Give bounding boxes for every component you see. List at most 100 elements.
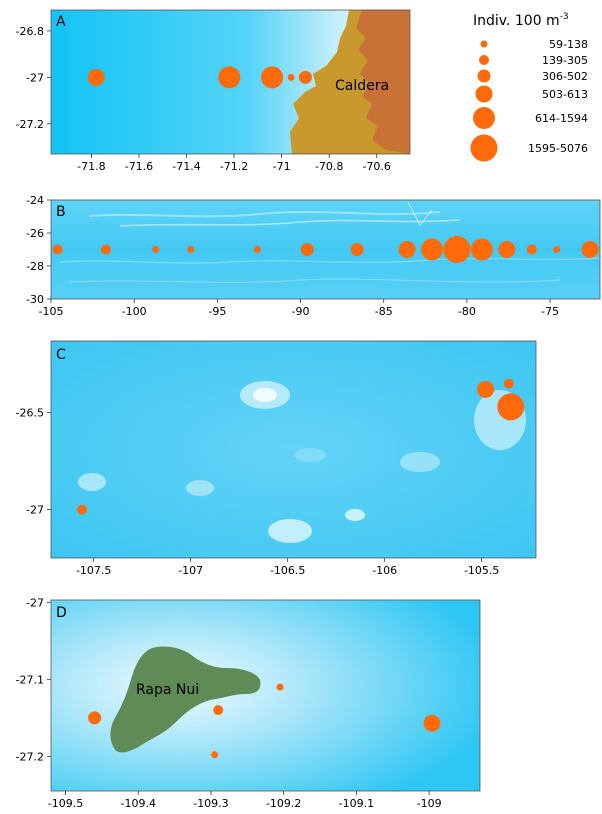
panel-a-abundance-point xyxy=(287,73,295,81)
panel-d-xtick-label: -109.3 xyxy=(193,797,228,810)
panel-d: D Rapa Nui -27-27.1-27.2 -109.5 -109.4 -10… xyxy=(16,596,481,810)
panel-d-frame xyxy=(50,599,481,792)
panel-d-abundance-point xyxy=(211,751,219,759)
legend-title-sup: -3 xyxy=(560,12,569,22)
panel-b-xtick-label: -90 xyxy=(292,305,310,318)
panel-b-abundance-point xyxy=(498,241,516,258)
panel-a-y-axis: -26.8 -27 -27.2 xyxy=(16,25,51,131)
panel-a-land-highlands-2 xyxy=(380,44,408,80)
panel-b-abundance-point xyxy=(470,238,493,261)
legend-symbol xyxy=(479,55,489,65)
panel-d-xtick-label: -109.2 xyxy=(266,797,301,810)
panel-b-abundance-point xyxy=(152,246,160,253)
panel-a-ytick-label: -27.2 xyxy=(16,118,44,131)
panel-c-letter: C xyxy=(56,347,66,363)
panel-d-xtick-label: -109.4 xyxy=(121,797,156,810)
panel-a-abundance-point xyxy=(87,68,105,86)
panel-d-xtick-label: -109.5 xyxy=(48,797,83,810)
panel-b-abundance-point xyxy=(52,244,63,255)
panel-c-xtick-label: -106.5 xyxy=(270,564,305,577)
panel-a: A Caldera -26.8-27-27.2 -71.8 -71.6 -71.4-… xyxy=(16,9,411,173)
panel-b-points xyxy=(52,236,599,263)
legend-symbol xyxy=(475,85,493,103)
panel-a-points xyxy=(87,66,312,89)
panel-d-abundance-point xyxy=(276,683,284,691)
panel-a-x-axis: -71.8 -71.6 -71.4 -71.2 -71 -70.8 -70.6 xyxy=(77,154,391,173)
panel-b-abundance-point xyxy=(253,246,261,253)
panel-d-abundance-point xyxy=(213,705,224,716)
panel-c-abundance-point xyxy=(77,504,88,515)
panel-d-xtick-label: -109.1 xyxy=(339,797,374,810)
panel-a-xtick-label: -70.6 xyxy=(362,160,390,173)
panel-b-xtick-label: -75 xyxy=(541,305,559,318)
panel-a-xtick-label: -71.8 xyxy=(77,160,105,173)
panel-c-xtick-label: -107 xyxy=(178,564,203,577)
panel-b-xtick-label: -105 xyxy=(39,305,64,318)
legend-title-text: Indiv. 100 m xyxy=(473,13,560,29)
legend-symbol xyxy=(473,107,495,129)
panel-c-abundance-point xyxy=(477,380,495,398)
panel-c-y-axis: -26.5 -27 xyxy=(16,407,51,517)
panel-b-x-axis: -105 -100 -95 -90 -85 -80 -75 xyxy=(39,299,559,318)
panel-a-xtick-label: -70.8 xyxy=(315,160,343,173)
panel-b-ytick-label: -28 xyxy=(26,260,44,273)
panel-b-xtick-label: -85 xyxy=(375,305,393,318)
legend-label: 1595-5076 xyxy=(528,142,588,155)
panel-c-frame xyxy=(50,340,537,559)
panel-b-abundance-point xyxy=(553,246,561,253)
panel-c-abundance-point xyxy=(497,393,525,421)
legend-symbol xyxy=(480,40,488,48)
legend: Indiv. 100 m-3 59-138 139-305 306-502 503-6… xyxy=(470,12,588,162)
panel-a-xtick-label: -71.2 xyxy=(220,160,248,173)
panel-a-xtick-label: -71 xyxy=(273,160,291,173)
panel-d-abundance-point xyxy=(88,711,102,725)
legend-label: 503-613 xyxy=(542,88,588,101)
panel-d-y-axis: -27 -27.1 -27.2 xyxy=(16,596,51,763)
panel-b-seamount-texture xyxy=(59,201,600,283)
panel-b-ytick-label: -24 xyxy=(26,194,44,207)
panel-c: C -26.5 -27 -107.5 -107 -106.5 -106 -105.5 xyxy=(16,340,537,577)
panel-c-xtick-label: -105.5 xyxy=(464,564,499,577)
panel-a-xtick-label: -71.4 xyxy=(172,160,200,173)
panel-b-frame xyxy=(50,199,601,300)
panel-b: B -24 -26 -28 -30 -105 -100 -95 -90 -85 -80 -75 xyxy=(26,194,601,318)
panel-c-ytick-label: -26.5 xyxy=(16,407,44,420)
panel-b-xtick-label: -80 xyxy=(458,305,476,318)
panel-b-abundance-point xyxy=(398,241,416,258)
legend-items: 59-138 139-305 306-502 503-613 614-1594 1595-… xyxy=(470,38,588,162)
panel-d-land-rapa-nui xyxy=(110,646,261,753)
panel-d-ytick-label: -27 xyxy=(26,596,44,609)
panel-b-xtick-label: -100 xyxy=(122,305,147,318)
legend-label: 306-502 xyxy=(542,70,588,83)
panel-b-abundance-point xyxy=(420,238,443,261)
panel-d-xtick-label: -109 xyxy=(417,797,442,810)
panel-a-frame xyxy=(50,9,411,155)
panel-a-abundance-point xyxy=(218,66,241,89)
panel-c-abundance-point xyxy=(503,378,514,389)
panel-b-letter: B xyxy=(56,204,66,220)
panel-a-ytick-label: -26.8 xyxy=(16,25,44,38)
panel-d-ytick-label: -27.1 xyxy=(16,673,44,686)
legend-label: 139-305 xyxy=(542,54,588,67)
panel-d-points xyxy=(88,683,441,759)
panel-a-letter: A xyxy=(56,14,66,30)
panel-b-ytick-label: -26 xyxy=(26,227,44,240)
panel-d-ocean xyxy=(51,600,480,791)
panel-a-place-label: Caldera xyxy=(335,78,389,94)
panel-b-xtick-label: -95 xyxy=(208,305,226,318)
legend-label: 614-1594 xyxy=(535,112,588,125)
panel-d-ytick-label: -27.2 xyxy=(16,750,44,763)
panel-a-ytick-label: -27 xyxy=(26,71,44,84)
panel-c-ytick-label: -27 xyxy=(26,504,44,517)
panel-b-y-axis: -24 -26 -28 -30 xyxy=(26,194,51,306)
panel-c-points xyxy=(77,378,525,515)
panel-b-abundance-point xyxy=(100,244,111,255)
legend-symbol xyxy=(477,69,491,83)
panel-a-abundance-point xyxy=(298,70,312,84)
panel-c-xtick-label: -107.5 xyxy=(76,564,111,577)
panel-d-x-axis: -109.5 -109.4 -109.3 -109.2 -109.1 -109 xyxy=(48,791,442,810)
panel-d-letter: D xyxy=(56,605,67,621)
panel-b-abundance-point xyxy=(187,246,195,253)
panel-d-place-label: Rapa Nui xyxy=(136,682,199,698)
